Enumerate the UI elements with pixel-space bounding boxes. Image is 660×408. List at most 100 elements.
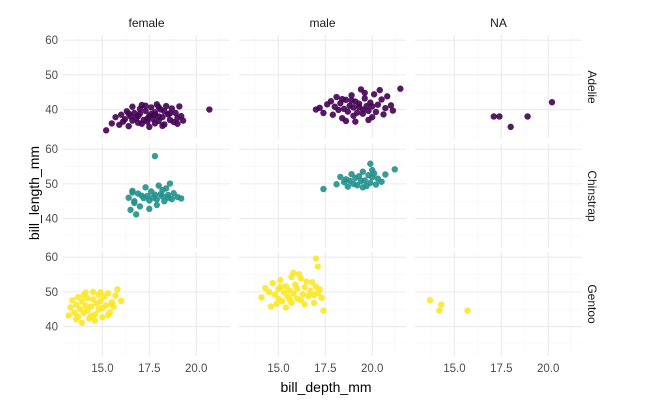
data-point-chinstrap-male [359,168,367,175]
data-point-gentoo-male [293,285,301,292]
x-tick-label: 17.5 [490,363,512,375]
data-point-gentoo-male [286,296,293,303]
x-tick-label: 17.5 [314,363,336,375]
y-tick-label: 50 [45,179,58,191]
data-point-gentoo-na [464,307,471,314]
strip-label-column-male: male [309,16,335,30]
data-point-adelie-male [382,104,389,112]
data-point-adelie-na [490,113,498,120]
y-axis-title: bill_length_mm [26,146,42,240]
data-point-gentoo-male [290,269,297,276]
data-point-chinstrap-female [125,194,132,201]
data-point-adelie-male [329,111,337,118]
data-point-gentoo-female [89,296,97,303]
y-tick-label: 40 [45,105,58,117]
data-point-adelie-male [365,107,372,115]
data-point-chinstrap-male [372,181,380,188]
data-point-gentoo-female [97,298,104,305]
data-point-adelie-female [172,109,179,117]
data-point-adelie-female [134,112,142,120]
x-tick-label: 20.0 [537,363,559,375]
data-point-gentoo-female [97,289,104,296]
panels-layer [63,35,582,356]
data-point-gentoo-male [273,300,280,308]
data-point-adelie-male [344,108,352,115]
data-point-adelie-na [548,99,556,106]
data-point-chinstrap-male [344,183,352,190]
data-point-gentoo-male [314,289,322,297]
data-point-adelie-female [168,105,176,112]
data-point-adelie-female [146,123,153,131]
data-point-gentoo-male [301,301,308,308]
data-point-adelie-male [354,109,361,116]
data-point-gentoo-male [277,283,284,291]
strip-label-column-na: NA [490,16,507,30]
x-tick-label: 20.0 [361,363,383,375]
data-point-gentoo-male [277,276,284,284]
y-tick-label: 60 [45,252,58,264]
data-point-chinstrap-female [136,203,144,210]
strip-label-column-female: female [128,16,164,30]
data-point-chinstrap-male [361,177,368,184]
data-point-adelie-male [312,106,320,113]
x-tick-label: 15.0 [443,363,465,375]
data-point-chinstrap-male [378,178,385,185]
data-point-chinstrap-female [153,201,161,209]
data-point-adelie-male [365,116,372,124]
data-point-gentoo-female [78,319,85,326]
data-point-gentoo-female [87,312,95,320]
facet-panel-chinstrap-na [415,144,582,248]
data-point-adelie-male [335,106,342,114]
data-point-adelie-female [159,122,166,130]
y-tick-label: 60 [45,35,58,47]
x-tick-label: 15.0 [91,363,113,375]
data-point-adelie-male [361,95,368,102]
data-point-gentoo-male [320,307,327,314]
data-point-chinstrap-male [391,166,398,173]
strip-label-row-gentoo: Gentoo [585,284,599,324]
y-tick-label: 40 [45,214,58,226]
data-point-chinstrap-female [159,193,166,200]
data-point-gentoo-na [438,301,445,308]
data-point-gentoo-female [104,311,112,319]
data-point-adelie-female [174,120,181,127]
data-point-chinstrap-female [129,189,136,196]
data-point-gentoo-female [82,302,89,309]
data-point-chinstrap-female [166,180,174,187]
data-point-gentoo-female [84,294,91,302]
data-point-chinstrap-female [146,205,153,213]
data-point-chinstrap-male [369,166,376,174]
data-point-adelie-male [374,101,382,108]
data-point-chinstrap-male [320,185,327,193]
data-point-gentoo-female [104,290,112,297]
data-point-adelie-female [147,104,155,111]
data-point-gentoo-na [426,296,434,304]
data-point-gentoo-female [108,300,115,308]
data-point-adelie-male [380,111,387,118]
data-point-gentoo-female [91,317,99,324]
data-point-adelie-male [320,109,327,117]
data-point-adelie-female [159,113,166,121]
data-point-chinstrap-female [178,195,185,202]
data-point-adelie-female [112,113,119,121]
x-tick-label: 15.0 [267,363,289,375]
data-point-adelie-female [179,117,187,124]
data-point-chinstrap-male [354,182,361,189]
data-point-adelie-male [372,108,380,116]
x-tick-label: 20.0 [185,363,207,375]
data-point-adelie-female [206,106,213,113]
data-point-adelie-male [327,98,335,105]
data-point-gentoo-female [84,307,91,314]
x-tick-label: 17.5 [138,363,160,375]
data-point-adelie-female [163,102,170,110]
data-point-chinstrap-male [355,173,363,180]
data-point-gentoo-na [436,307,443,314]
data-point-gentoo-female [69,296,76,304]
data-point-gentoo-female [112,292,119,299]
points-layer [65,85,556,326]
data-point-adelie-female [155,103,162,111]
data-point-adelie-female [117,111,125,118]
data-point-adelie-male [397,85,404,92]
data-point-gentoo-female [82,289,89,296]
data-point-chinstrap-male [346,177,353,184]
